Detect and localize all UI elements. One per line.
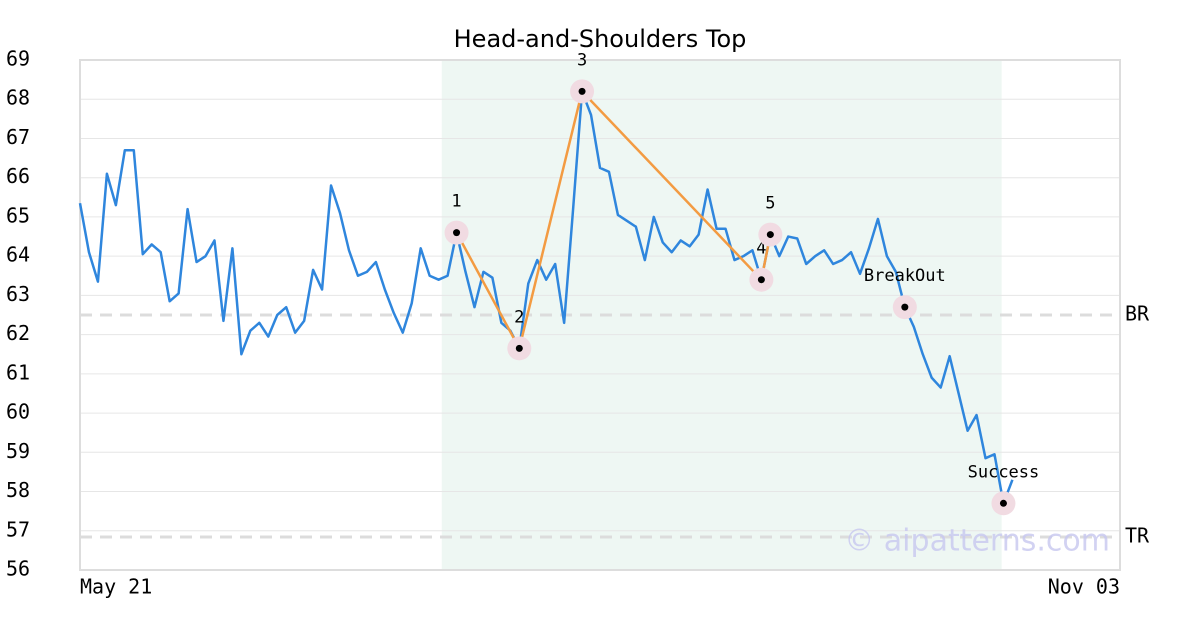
y-tick-label: 57: [6, 517, 30, 541]
y-tick-label: 59: [6, 439, 30, 463]
x-tick-label: Nov 03: [1048, 575, 1120, 599]
y-tick-label: 66: [6, 164, 30, 188]
y-tick-label: 67: [6, 125, 30, 149]
x-tick-label: May 21: [80, 575, 152, 599]
y-tick-label: 58: [6, 478, 30, 502]
y-tick-label: 60: [6, 400, 30, 424]
point-dot: [515, 344, 523, 352]
y-tick-label: 69: [6, 47, 30, 71]
point-dot: [453, 229, 461, 237]
point-label: 5: [765, 194, 775, 214]
y-tick-label: 63: [6, 282, 30, 306]
y-tick-label: 56: [6, 557, 30, 581]
watermark: © aipatterns.com: [844, 524, 1110, 559]
level-label: BR: [1125, 302, 1150, 326]
y-tick-label: 65: [6, 203, 30, 227]
level-label: TR: [1125, 524, 1150, 548]
y-tick-label: 68: [6, 86, 30, 110]
point-label: Success: [968, 462, 1040, 482]
price-line: [78, 90, 1014, 505]
point-label: BreakOut: [864, 266, 946, 286]
point-dot: [901, 303, 909, 311]
chart-title: Head-and-Shoulders Top: [454, 25, 747, 53]
point-label: 2: [514, 307, 524, 327]
point-label: 1: [451, 192, 461, 212]
y-tick-label: 64: [6, 243, 30, 267]
point-label: 4: [756, 239, 766, 259]
y-tick-label: 61: [6, 360, 30, 384]
point-dot: [757, 276, 765, 284]
point-dot: [999, 499, 1007, 507]
point-dot: [578, 87, 586, 95]
point-label: 3: [577, 50, 587, 70]
point-dot: [766, 231, 774, 239]
y-tick-label: 62: [6, 321, 30, 345]
